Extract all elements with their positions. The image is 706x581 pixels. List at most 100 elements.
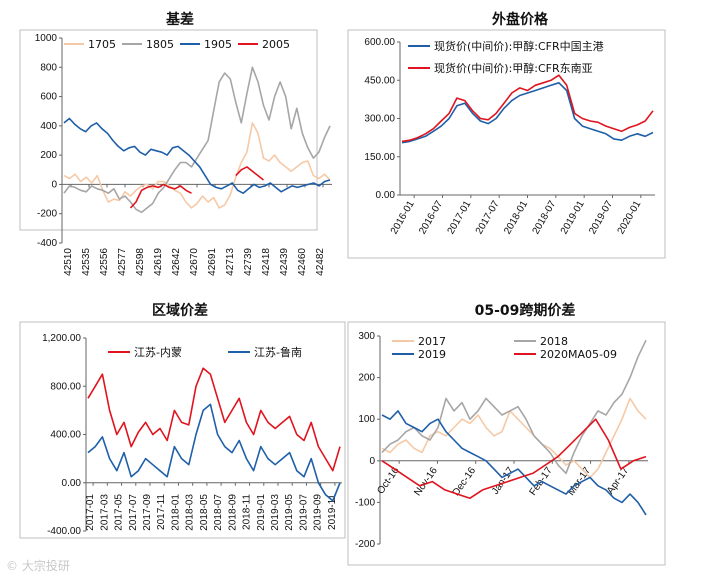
x-tick-label: 2019-05 <box>284 494 295 531</box>
x-tick-label: 2018-07 <box>531 199 559 237</box>
chart-frame <box>347 321 666 566</box>
legend-entry: 2020MA05-09 <box>540 348 617 361</box>
x-tick-label: 42510 <box>63 248 74 276</box>
series-line-江苏-内蒙 <box>87 367 341 472</box>
series-line-2005 <box>235 166 264 181</box>
x-tick-label: 2018-03 <box>185 494 196 531</box>
y-tick-label: 400 <box>40 121 57 132</box>
y-tick-label: 150.00 <box>364 152 395 163</box>
y-tick-label: -100 <box>355 497 375 508</box>
legend-entry: 2019 <box>418 348 446 361</box>
x-tick-label: 42670 <box>189 248 200 276</box>
legend-entry: 1905 <box>204 38 232 51</box>
legend-entry: 1705 <box>88 38 116 51</box>
y-tick-label: 300.00 <box>364 114 395 125</box>
x-tick-label: 2019-07 <box>587 199 615 237</box>
y-tick-label: 0 <box>369 456 375 467</box>
chart-title-basis: 基差 <box>166 12 194 28</box>
y-tick-label: -400 <box>37 238 57 249</box>
y-tick-label: -200 <box>37 209 57 220</box>
chart-title-foreign-price: 外盘价格 <box>492 12 548 28</box>
x-tick-label: 42619 <box>153 248 164 276</box>
legend-entry: 现货价(中间价):甲醇:CFR中国主港 <box>434 39 604 53</box>
y-tick-label: 0.00 <box>376 190 396 201</box>
x-tick-label: 42482 <box>315 248 326 276</box>
y-tick-label: 1000 <box>35 33 58 44</box>
series-line-1705 <box>63 122 331 209</box>
series-line-2005 <box>129 183 192 209</box>
chart-frame <box>19 29 318 231</box>
x-tick-label: 2017-07 <box>474 199 502 237</box>
chart-title-calendar-spread: 05-09跨期价差 <box>474 303 576 319</box>
series-line-2017 <box>381 397 647 479</box>
watermark: © 大宗投研 <box>6 559 70 573</box>
x-tick-label: 2017-09 <box>142 494 153 531</box>
y-tick-label: 0 <box>51 179 57 190</box>
x-tick-label: 2018-01 <box>502 199 530 237</box>
series-line-现货价(中间价):甲醇:CFR中国主港 <box>401 82 654 144</box>
legend-entry: 江苏-内蒙 <box>134 345 182 359</box>
legend-entry: 1805 <box>146 38 174 51</box>
chart-title-regional-spread: 区域价差 <box>152 303 208 319</box>
legend-entry: 现货价(中间价):甲醇:CFR东南亚 <box>434 61 593 75</box>
x-tick-label: Apr-17 <box>605 465 631 496</box>
x-tick-label: 2018-09 <box>227 494 238 531</box>
x-tick-label: 2019-03 <box>270 494 281 531</box>
x-tick-label: 42535 <box>81 248 92 276</box>
x-tick-label: Oct-16 <box>375 465 401 496</box>
y-tick-label: 300 <box>358 331 375 342</box>
y-tick-label: 100 <box>358 414 375 425</box>
x-tick-label: 2017-05 <box>114 494 125 531</box>
y-tick-label: 600 <box>40 92 57 103</box>
x-tick-label: 2018-01 <box>170 494 181 531</box>
series-line-江苏-鲁南 <box>87 403 341 502</box>
series-line-现货价(中间价):甲醇:CFR东南亚 <box>401 74 654 143</box>
y-tick-label: -400.00 <box>47 526 81 537</box>
x-tick-label: 2020-01 <box>616 199 644 237</box>
x-tick-label: 42460 <box>297 248 308 276</box>
x-tick-label: 2018-05 <box>199 494 210 531</box>
x-tick-label: 2019-01 <box>559 199 587 237</box>
y-tick-label: -200 <box>355 539 375 550</box>
y-tick-label: 800.00 <box>50 381 81 392</box>
y-tick-label: 0.00 <box>62 478 82 489</box>
x-tick-label: 2017-01 <box>85 494 96 531</box>
series-line-2019 <box>381 410 647 516</box>
x-tick-label: 2017-07 <box>128 494 139 531</box>
x-tick-label: 42598 <box>135 248 146 276</box>
x-tick-label: 42642 <box>171 248 182 276</box>
x-tick-label: Nov-16 <box>412 465 440 498</box>
x-tick-label: 2017-03 <box>99 494 110 531</box>
y-tick-label: 800 <box>40 62 57 73</box>
x-tick-label: 2016-01 <box>389 199 417 237</box>
x-tick-label: 2018-11 <box>242 494 253 530</box>
x-tick-label: 42739 <box>243 248 254 276</box>
x-tick-label: 2019-01 <box>256 494 267 531</box>
x-tick-label: 2019-11 <box>327 494 338 530</box>
legend-entry: 2017 <box>418 335 446 348</box>
legend-entry: 2005 <box>262 38 290 51</box>
series-line-2018 <box>381 339 647 475</box>
x-tick-label: 42713 <box>225 248 236 276</box>
series-line-2020MA05-09 <box>381 418 647 500</box>
y-tick-label: 1,200.00 <box>42 333 81 344</box>
x-tick-label: 2019-07 <box>298 494 309 531</box>
series-line-1905 <box>63 117 331 194</box>
x-tick-label: 42439 <box>279 248 290 276</box>
x-tick-label: 42691 <box>207 248 218 276</box>
legend-entry: 江苏-鲁南 <box>254 345 302 359</box>
x-tick-label: 42418 <box>261 248 272 276</box>
chart-frame <box>347 29 666 259</box>
y-tick-label: 200 <box>358 373 375 384</box>
chart-frame <box>19 321 346 539</box>
series-line-1805 <box>63 66 331 214</box>
x-tick-label: 2019-09 <box>313 494 324 531</box>
x-tick-label: Mar-17 <box>566 465 593 498</box>
x-tick-label: 2017-01 <box>446 199 474 237</box>
y-tick-label: 400.00 <box>50 430 81 441</box>
x-tick-label: 42577 <box>117 248 128 276</box>
x-tick-label: 2018-07 <box>213 494 224 531</box>
y-tick-label: 450.00 <box>364 75 395 86</box>
x-tick-label: 2017-11 <box>156 494 167 530</box>
